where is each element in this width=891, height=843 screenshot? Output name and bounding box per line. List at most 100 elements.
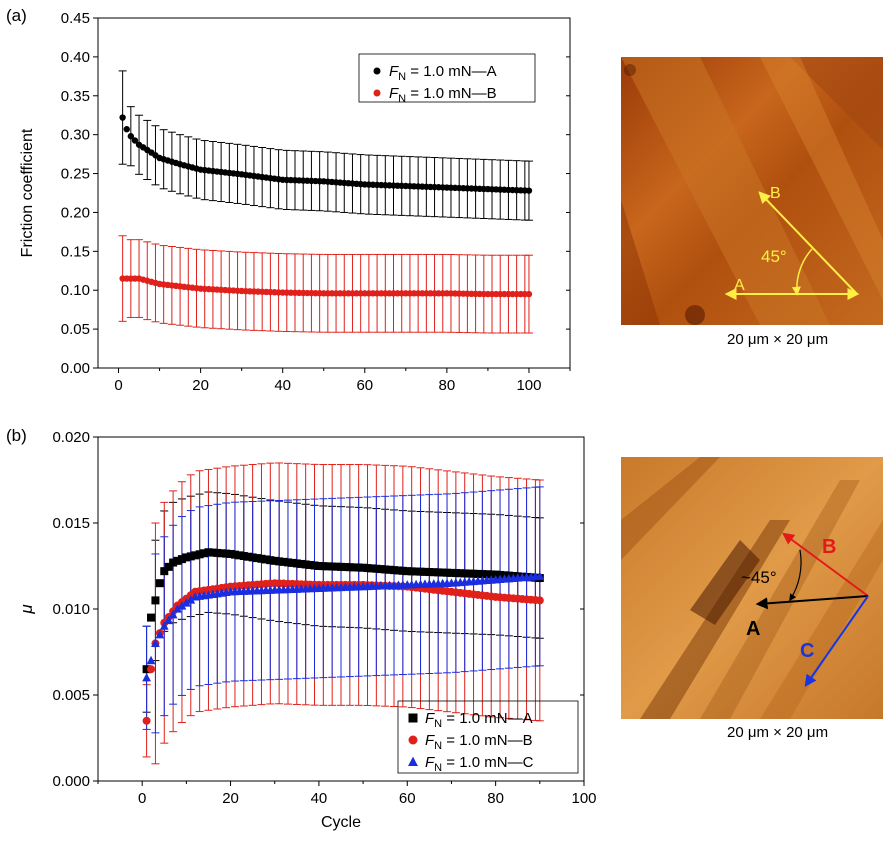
data-point [337, 562, 345, 571]
top-angle-arc [791, 248, 813, 296]
legend-box [358, 53, 536, 103]
legend-marker [373, 89, 381, 97]
data-point [123, 126, 130, 133]
data-point [438, 568, 447, 577]
data-point [239, 552, 248, 561]
data-point [376, 565, 385, 574]
data-point [151, 638, 160, 647]
data-point [394, 566, 403, 575]
legend-marker [408, 713, 418, 723]
y-tick-label: 0.05 [61, 321, 90, 338]
data-point [412, 567, 421, 576]
data-point [235, 551, 244, 560]
x-axis-label: Cycle [321, 814, 361, 831]
data-point [491, 570, 500, 579]
chart-b-legend: FN = 1.0 mN—AFN = 1.0 mN—BFN = 1.0 mN—C [397, 700, 579, 774]
legend-box [397, 700, 579, 774]
data-point [359, 563, 368, 572]
data-point [204, 548, 213, 557]
data-point [460, 569, 469, 578]
chart-a-legend: FN = 1.0 mN—AFN = 1.0 mN—B [358, 53, 536, 105]
panel-a-label: (a) [6, 6, 27, 25]
data-point [159, 621, 169, 630]
data-point [345, 563, 354, 572]
data-point [332, 562, 341, 571]
data-point [283, 558, 292, 567]
data-point [253, 554, 262, 563]
data-point [257, 554, 266, 563]
x-tick-label: 80 [439, 377, 456, 394]
data-point [164, 562, 173, 571]
data-point [319, 562, 328, 571]
top-arrow-a-label: A [734, 277, 745, 294]
legend-label: FN = 1.0 mN—A [389, 63, 497, 83]
legend-label: FN = 1.0 mN—B [389, 85, 497, 105]
data-point [372, 564, 381, 573]
x-tick-label: 60 [399, 790, 416, 807]
y-tick-label: 0.25 [61, 166, 90, 183]
data-point [525, 290, 533, 298]
data-point [146, 655, 156, 665]
data-point [279, 557, 288, 566]
data-point [131, 137, 139, 144]
afm-image-bottom: ~45° A B C [621, 457, 883, 719]
plot-a-frame [97, 17, 571, 369]
data-point [186, 552, 195, 561]
y-tick-label: 0.005 [52, 687, 90, 704]
panel-b-label: (b) [6, 426, 27, 445]
data-point [182, 553, 191, 562]
x-tick-label: 40 [274, 377, 291, 394]
y-tick-label: 0.000 [52, 773, 90, 790]
x-tick-label: 0 [138, 790, 146, 807]
data-point [407, 567, 416, 576]
legend-label: FN = 1.0 mN—C [425, 754, 534, 774]
data-point [127, 133, 135, 140]
legend-marker [373, 67, 381, 75]
data-point [186, 595, 196, 604]
bottom-arrow-a-label: A [746, 618, 760, 640]
x-tick-label: 100 [571, 790, 596, 807]
data-point [301, 560, 310, 569]
data-point [213, 548, 222, 557]
data-point [465, 569, 474, 578]
data-point [447, 568, 456, 577]
data-point [155, 630, 165, 639]
data-point [306, 560, 315, 569]
y-axis-label: μ [17, 604, 36, 615]
bottom-angle-arc [789, 549, 802, 602]
data-point [310, 561, 319, 570]
bottom-arrow-a [755, 595, 869, 610]
data-point [469, 569, 478, 578]
data-point [244, 552, 253, 561]
data-point [535, 596, 544, 605]
bottom-arrow-b [782, 532, 869, 597]
y-tick-label: 0.40 [61, 49, 90, 66]
legend-label: FN = 1.0 mN—A [425, 710, 533, 730]
y-tick-label: 0.015 [52, 515, 90, 532]
data-point [288, 558, 297, 567]
data-point [403, 567, 412, 576]
data-point [173, 604, 182, 613]
y-axis-label: Friction coefficient [19, 128, 36, 257]
data-point [473, 569, 482, 578]
data-point [222, 549, 231, 558]
data-point [416, 567, 425, 576]
top-image-scale: 20 μm × 20 μm [727, 331, 829, 348]
top-arrow-b-label: B [770, 185, 781, 202]
data-point [451, 569, 460, 578]
data-point [261, 555, 270, 564]
data-point [425, 568, 434, 577]
y-tick-label: 0.010 [52, 601, 90, 618]
y-tick-label: 0.30 [61, 127, 90, 144]
y-tick-label: 0.00 [61, 360, 90, 377]
chart-b-axes: 0.000 0.005 0.010 0.015 0.020 0 20 40 60 80 100 μ Cy… [17, 429, 597, 831]
top-arrow-b [758, 191, 858, 295]
data-point [160, 567, 169, 576]
x-tick-label: 100 [516, 377, 541, 394]
data-point [328, 562, 337, 571]
data-point [525, 187, 533, 194]
data-point [341, 563, 350, 572]
x-tick-label: 20 [222, 790, 239, 807]
data-point [119, 114, 126, 121]
data-point [398, 566, 407, 575]
